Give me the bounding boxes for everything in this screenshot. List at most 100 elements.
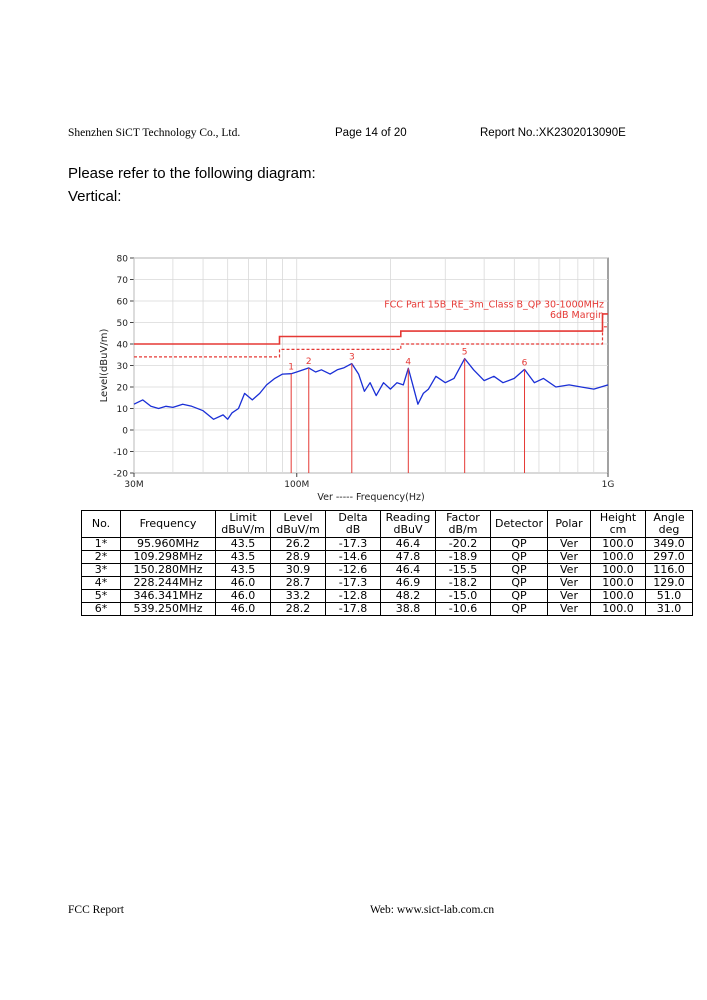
table-cell: 46.9 (380, 576, 436, 590)
table-cell: 51.0 (645, 589, 693, 603)
table-cell: 100.0 (590, 537, 646, 551)
column-header-title: Height (599, 511, 637, 524)
table-cell: 28.7 (270, 576, 326, 590)
table-row: 3* 150.280MHz 43.5 30.9 -12.6 46.4 -15.5 QP Ver 1… (81, 563, 693, 577)
column-header-title: Delta (338, 511, 368, 524)
table-cell: 129.0 (645, 576, 693, 590)
table-cell: 6* (81, 602, 121, 616)
column-header: Polar (547, 510, 591, 538)
y-tick-label: 30 (117, 362, 129, 372)
column-header-unit: dBuV (393, 523, 423, 536)
table-cell: -20.2 (435, 537, 491, 551)
table-cell: -10.6 (435, 602, 491, 616)
table-cell: -17.3 (325, 537, 381, 551)
table-cell: 47.8 (380, 550, 436, 564)
table-row: 4* 228.244MHz 46.0 28.7 -17.3 46.9 -18.2 QP Ver 1… (81, 576, 693, 590)
table-cell: Ver (547, 602, 591, 616)
table-cell: 95.960MHz (120, 537, 216, 551)
y-tick-label: -20 (113, 470, 128, 480)
polarization-label: Vertical: (68, 188, 122, 205)
table-cell: 100.0 (590, 550, 646, 564)
table-cell: Ver (547, 589, 591, 603)
marker-label: 3 (349, 353, 355, 363)
column-header-title: Frequency (139, 517, 197, 530)
column-header-title: Limit (229, 511, 257, 524)
table-cell: 109.298MHz (120, 550, 216, 564)
x-tick-label: 1G (602, 480, 615, 490)
column-header-title: Detector (495, 517, 543, 530)
table-cell: 43.5 (215, 550, 271, 564)
footer-website: Web: www.sict-lab.com.cn (370, 904, 495, 916)
table-cell: 1* (81, 537, 121, 551)
column-header-unit: dBuV/m (221, 523, 265, 536)
table-cell: 150.280MHz (120, 563, 216, 577)
margin-line-label: 6dB Margin (550, 310, 604, 321)
column-header-title: Level (283, 511, 313, 524)
column-header: Frequency (120, 510, 216, 538)
table-cell: -14.6 (325, 550, 381, 564)
limit-line (134, 313, 608, 345)
table-row: 5* 346.341MHz 46.0 33.2 -12.8 48.2 -15.0 QP Ver 1… (81, 589, 693, 603)
footer-report-type: FCC Report (68, 904, 124, 916)
table-cell: QP (490, 589, 548, 603)
table-cell: QP (490, 576, 548, 590)
table-cell: Ver (547, 563, 591, 577)
limit-line-label: FCC Part 15B_RE_3m_Class B_QP 30-1000MHz (384, 299, 604, 310)
table-cell: 2* (81, 550, 121, 564)
table-cell: -17.3 (325, 576, 381, 590)
y-tick-label: 20 (117, 384, 129, 394)
column-header-unit: dB/m (448, 523, 478, 536)
table-cell: 100.0 (590, 602, 646, 616)
y-tick-label: 40 (117, 341, 129, 351)
marker-label: 6 (522, 358, 528, 368)
table-cell: -18.2 (435, 576, 491, 590)
results-table: No. Frequency Limit dBuV/m Level dBuV/m Delta d… (81, 510, 693, 616)
table-cell: -17.8 (325, 602, 381, 616)
table-cell: 48.2 (380, 589, 436, 603)
table-cell: 116.0 (645, 563, 693, 577)
table-cell: 43.5 (215, 537, 271, 551)
y-tick-label: 70 (117, 276, 129, 286)
table-cell: 4* (81, 576, 121, 590)
x-tick-label: 30M (124, 480, 143, 490)
table-body: 1* 95.960MHz 43.5 26.2 -17.3 46.4 -20.2 QP Ver 10… (81, 537, 693, 616)
y-axis-label: Level(dBuV/m) (99, 329, 110, 403)
table-cell: QP (490, 563, 548, 577)
column-header: Angle deg (645, 510, 693, 538)
table-cell: 349.0 (645, 537, 693, 551)
table-cell: -15.0 (435, 589, 491, 603)
y-tick-label: 80 (117, 255, 129, 265)
table-cell: 43.5 (215, 563, 271, 577)
table-cell: -12.6 (325, 563, 381, 577)
table-cell: 30.9 (270, 563, 326, 577)
header-report-number: Report No.:XK2302013090E (480, 127, 626, 139)
table-header-row: No. Frequency Limit dBuV/m Level dBuV/m Delta d… (81, 510, 693, 538)
table-row: 6* 539.250MHz 46.0 28.2 -17.8 38.8 -10.6 QP Ver 1… (81, 602, 693, 616)
table-cell: Ver (547, 537, 591, 551)
table-cell: Ver (547, 550, 591, 564)
column-header: No. (81, 510, 121, 538)
table-cell: 228.244MHz (120, 576, 216, 590)
column-header-title: Factor (446, 511, 480, 524)
table-cell: -18.9 (435, 550, 491, 564)
emission-trace (133, 357, 609, 420)
column-header-title: No. (91, 517, 111, 530)
column-header: Level dBuV/m (270, 510, 326, 538)
column-header-title: Angle (653, 511, 685, 524)
x-tick-label: 100M (284, 480, 309, 490)
table-cell: 297.0 (645, 550, 693, 564)
table-cell: 46.4 (380, 563, 436, 577)
margin-line (134, 326, 608, 358)
table-cell: 28.2 (270, 602, 326, 616)
table-cell: 46.0 (215, 602, 271, 616)
column-header-title: Reading (385, 511, 431, 524)
table-cell: QP (490, 550, 548, 564)
y-tick-label: 10 (117, 405, 129, 415)
marker-label: 5 (462, 348, 468, 358)
table-cell: 100.0 (590, 576, 646, 590)
table-cell: Ver (547, 576, 591, 590)
column-header: Factor dB/m (435, 510, 491, 538)
table-cell: 100.0 (590, 563, 646, 577)
y-tick-label: 60 (117, 298, 129, 308)
column-header-unit: deg (658, 523, 680, 536)
